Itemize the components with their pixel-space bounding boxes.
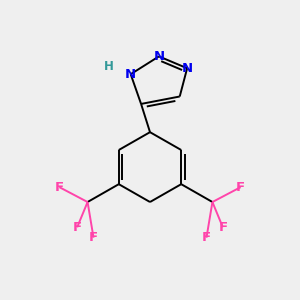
Text: N: N [182,62,193,75]
Text: F: F [202,231,211,244]
Text: N: N [125,68,136,81]
Text: F: F [55,181,64,194]
Text: F: F [236,181,245,194]
Text: F: F [89,231,98,244]
Text: F: F [73,221,82,234]
Text: N: N [153,50,164,63]
Text: F: F [218,221,227,234]
Text: H: H [103,60,113,73]
